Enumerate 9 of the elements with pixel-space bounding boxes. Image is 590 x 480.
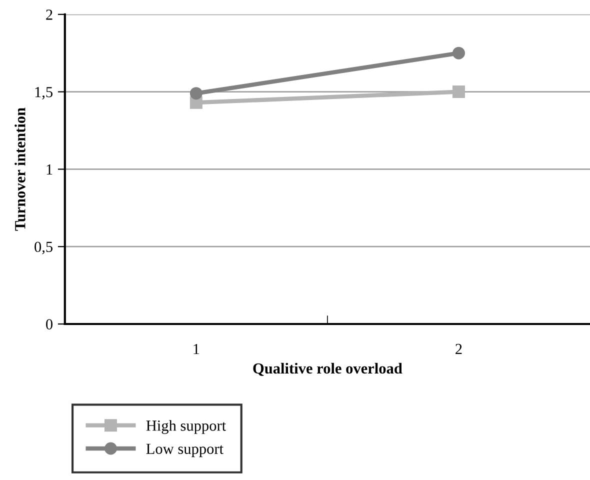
y-axis-title: Turnover intention bbox=[14, 108, 26, 231]
legend-label: High support bbox=[146, 420, 226, 434]
x-axis-title: Qualitive role overload bbox=[253, 362, 402, 376]
y-tick-label: 0,5 bbox=[34, 242, 52, 254]
y-tick-label: 0 bbox=[46, 319, 53, 330]
y-tick-label: 1,5 bbox=[35, 87, 52, 100]
legend-label: Low support bbox=[146, 444, 224, 458]
y-tick-label: 2 bbox=[46, 10, 52, 20]
y-tick-label: 1 bbox=[46, 164, 52, 174]
